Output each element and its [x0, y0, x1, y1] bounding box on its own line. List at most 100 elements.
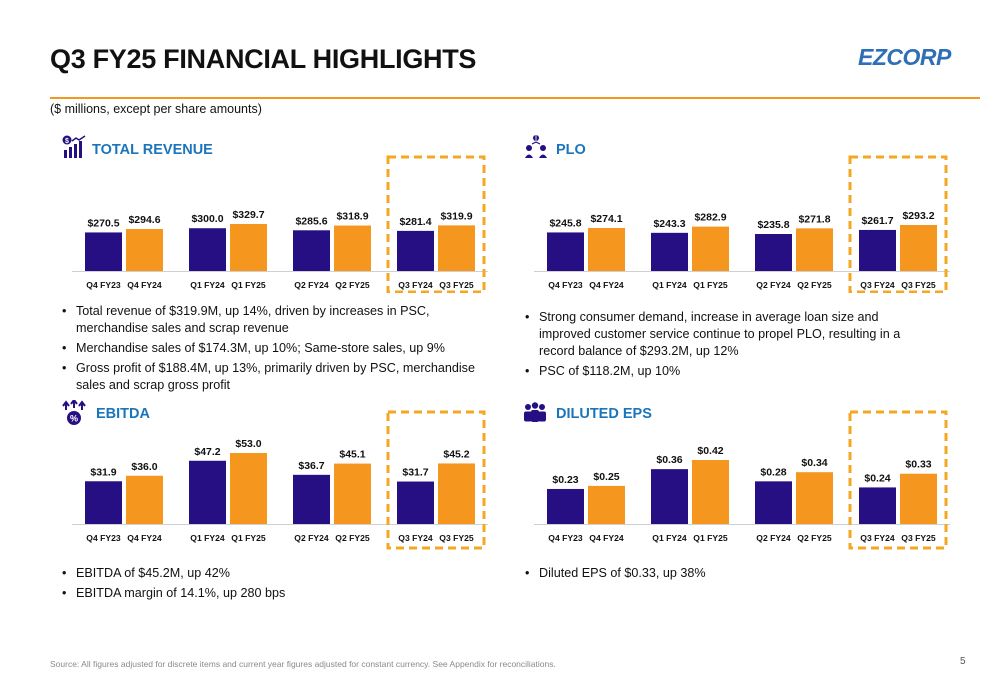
bar — [438, 463, 475, 524]
data-label: $318.9 — [336, 211, 368, 223]
data-label: $0.33 — [905, 459, 931, 471]
tick-label: Q2 FY24 — [756, 533, 791, 543]
data-label: $0.28 — [760, 466, 786, 478]
eps-bullets: Diluted EPS of $0.33, up 38% — [525, 565, 930, 585]
data-label: $271.8 — [798, 213, 830, 225]
tick-label: Q3 FY24 — [860, 280, 895, 290]
bullet-item: Merchandise sales of $174.3M, up 10%; Sa… — [62, 340, 482, 357]
shareholders-icon — [524, 402, 546, 422]
bullet-item: Total revenue of $319.9M, up 14%, driven… — [62, 303, 482, 337]
data-label: $31.7 — [402, 467, 428, 479]
bullet-item: Diluted EPS of $0.33, up 38% — [525, 565, 930, 582]
data-label: $243.3 — [653, 218, 685, 230]
tick-label: Q4 FY23 — [548, 533, 583, 543]
panel-title-ebitda: EBITDA — [96, 406, 150, 422]
tick-label: Q4 FY23 — [548, 280, 583, 290]
tick-label: Q1 FY24 — [652, 533, 687, 543]
bar — [900, 225, 937, 271]
data-label: $53.0 — [235, 438, 261, 450]
data-label: $0.36 — [656, 454, 682, 466]
bar — [334, 225, 371, 271]
bar — [900, 473, 937, 524]
units-note: ($ millions, except per share amounts) — [50, 102, 262, 116]
bar — [859, 229, 896, 271]
tick-label: Q2 FY25 — [797, 533, 832, 543]
data-label: $245.8 — [549, 217, 581, 229]
highlight-box — [386, 155, 486, 293]
ebitda-bullets: EBITDA of $45.2M, up 42% EBITDA margin o… — [62, 565, 482, 605]
data-label: $31.9 — [90, 466, 116, 478]
bullet-item: Strong consumer demand, increase in aver… — [525, 309, 930, 360]
data-label: $329.7 — [232, 209, 264, 221]
bullet-item: Gross profit of $188.4M, up 13%, primari… — [62, 360, 482, 394]
tick-label: Q2 FY24 — [294, 280, 329, 290]
tick-label: Q3 FY24 — [398, 533, 433, 543]
tick-label: Q4 FY24 — [589, 533, 624, 543]
tick-label: Q2 FY24 — [756, 280, 791, 290]
bar — [692, 226, 729, 271]
data-label: $45.1 — [339, 449, 365, 461]
bar — [588, 485, 625, 524]
diluted-eps-chart: $0.23 Q4 FY23 $0.25 Q4 FY24 $0.36 Q1 FY24 $0.4… — [534, 410, 950, 550]
bar — [547, 488, 584, 524]
data-label: $270.5 — [87, 217, 119, 229]
tick-label: Q2 FY25 — [335, 533, 370, 543]
data-label: $36.7 — [298, 460, 324, 472]
bar — [230, 224, 267, 271]
data-label: $36.0 — [131, 461, 157, 473]
tick-label: Q3 FY25 — [439, 533, 474, 543]
tick-label: Q3 FY25 — [439, 280, 474, 290]
bar — [796, 228, 833, 271]
bar — [334, 463, 371, 524]
tick-label: Q1 FY25 — [693, 280, 728, 290]
tick-label: Q1 FY24 — [652, 280, 687, 290]
highlight-box — [848, 155, 948, 293]
data-label: $0.34 — [801, 457, 827, 469]
data-label: $261.7 — [861, 215, 893, 227]
highlight-box — [848, 410, 948, 550]
bar — [189, 460, 226, 524]
data-label: $0.24 — [864, 472, 890, 484]
bar — [547, 232, 584, 271]
bar — [651, 232, 688, 271]
tick-label: Q2 FY25 — [335, 280, 370, 290]
bar — [692, 460, 729, 524]
bullet-item: EBITDA margin of 14.1%, up 280 bps — [62, 585, 482, 602]
total-revenue-chart: $270.5 Q4 FY23 $294.6 Q4 FY24 $300.0 Q1 FY24 $… — [72, 155, 488, 293]
svg-text:$: $ — [65, 138, 69, 145]
bar — [755, 234, 792, 271]
data-label: $47.2 — [194, 446, 220, 458]
bar — [397, 481, 434, 524]
data-label: $282.9 — [694, 212, 726, 224]
bar — [293, 474, 330, 524]
bar — [588, 227, 625, 271]
tick-label: Q1 FY24 — [190, 280, 225, 290]
tick-label: Q4 FY24 — [127, 533, 162, 543]
data-label: $0.23 — [552, 474, 578, 486]
data-label: $274.1 — [590, 213, 622, 225]
bar — [651, 469, 688, 524]
data-label: $0.42 — [697, 445, 723, 457]
tick-label: Q3 FY25 — [901, 280, 936, 290]
bar — [85, 232, 122, 271]
data-label: $281.4 — [399, 216, 431, 228]
panel-title-diluted-eps: DILUTED EPS — [556, 406, 652, 422]
plo-chart: $245.8 Q4 FY23 $274.1 Q4 FY24 $243.3 Q1 FY24 $… — [534, 155, 950, 293]
data-label: $285.6 — [295, 215, 327, 227]
bar — [85, 481, 122, 524]
page-number: 5 — [960, 656, 966, 667]
revenue-chart-icon: $ — [62, 135, 86, 158]
bar — [126, 475, 163, 524]
tick-label: Q2 FY24 — [294, 533, 329, 543]
bullet-item: PSC of $118.2M, up 10% — [525, 363, 930, 380]
tick-label: Q4 FY24 — [589, 280, 624, 290]
bar — [293, 230, 330, 271]
company-logo: EZCORP — [858, 44, 951, 70]
tick-label: Q3 FY24 — [860, 533, 895, 543]
header-divider — [50, 97, 980, 99]
bar — [796, 472, 833, 524]
bullet-item: EBITDA of $45.2M, up 42% — [62, 565, 482, 582]
tick-label: Q1 FY25 — [693, 533, 728, 543]
data-label: $319.9 — [440, 210, 472, 222]
bar — [397, 230, 434, 271]
